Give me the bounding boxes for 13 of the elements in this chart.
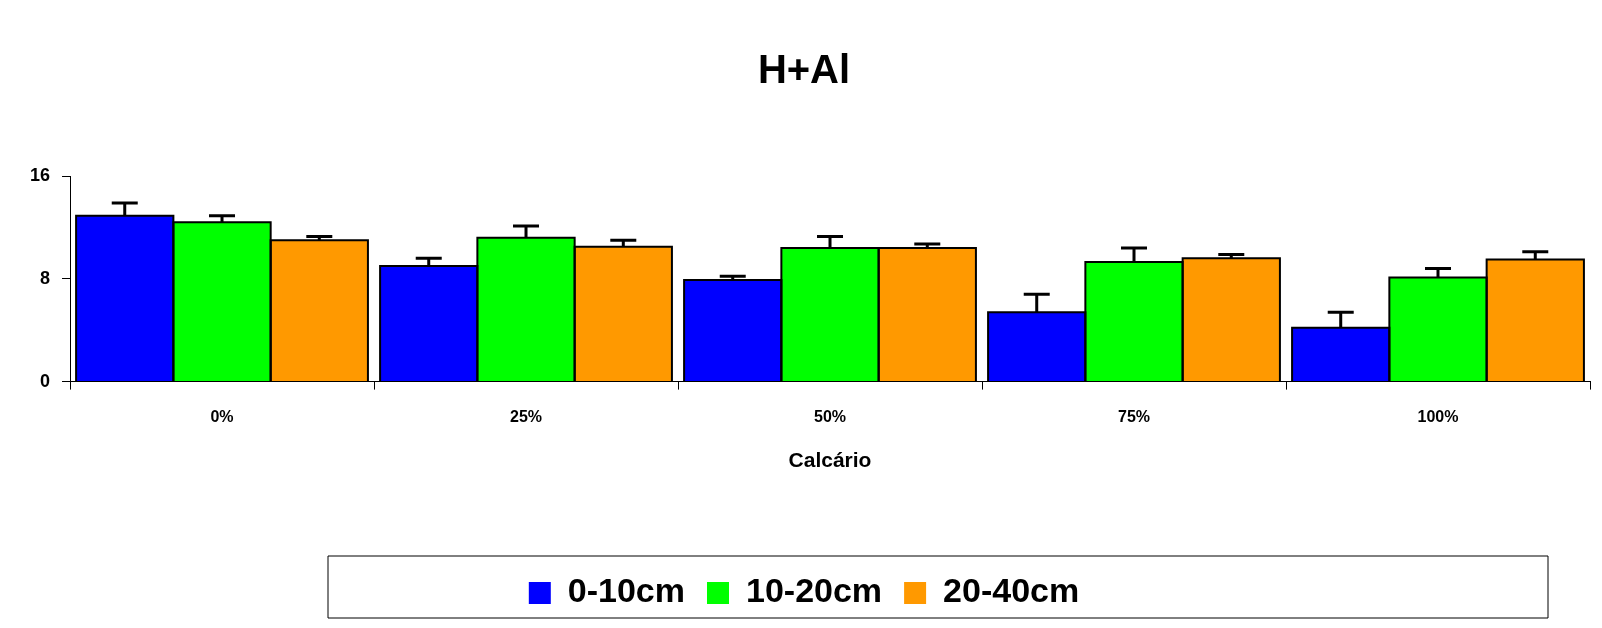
x-axis-title: Calcário — [788, 448, 872, 472]
y-tick-label: 0 — [40, 370, 51, 391]
legend-label: 20-40cm — [943, 571, 1080, 610]
chart-title: H+Al — [757, 47, 851, 92]
y-tick-label: 8 — [40, 267, 51, 288]
y-tick-label: 16 — [29, 164, 51, 185]
x-tick-label: 100% — [1417, 407, 1459, 425]
x-tick-label: 25% — [510, 407, 543, 425]
x-tick-label: 75% — [1117, 407, 1151, 425]
legend-label: 10-20cm — [746, 571, 883, 610]
x-tick-label: 0% — [210, 407, 234, 425]
legend-label: 0-10cm — [567, 571, 686, 610]
x-tick-label: 50% — [814, 407, 847, 425]
